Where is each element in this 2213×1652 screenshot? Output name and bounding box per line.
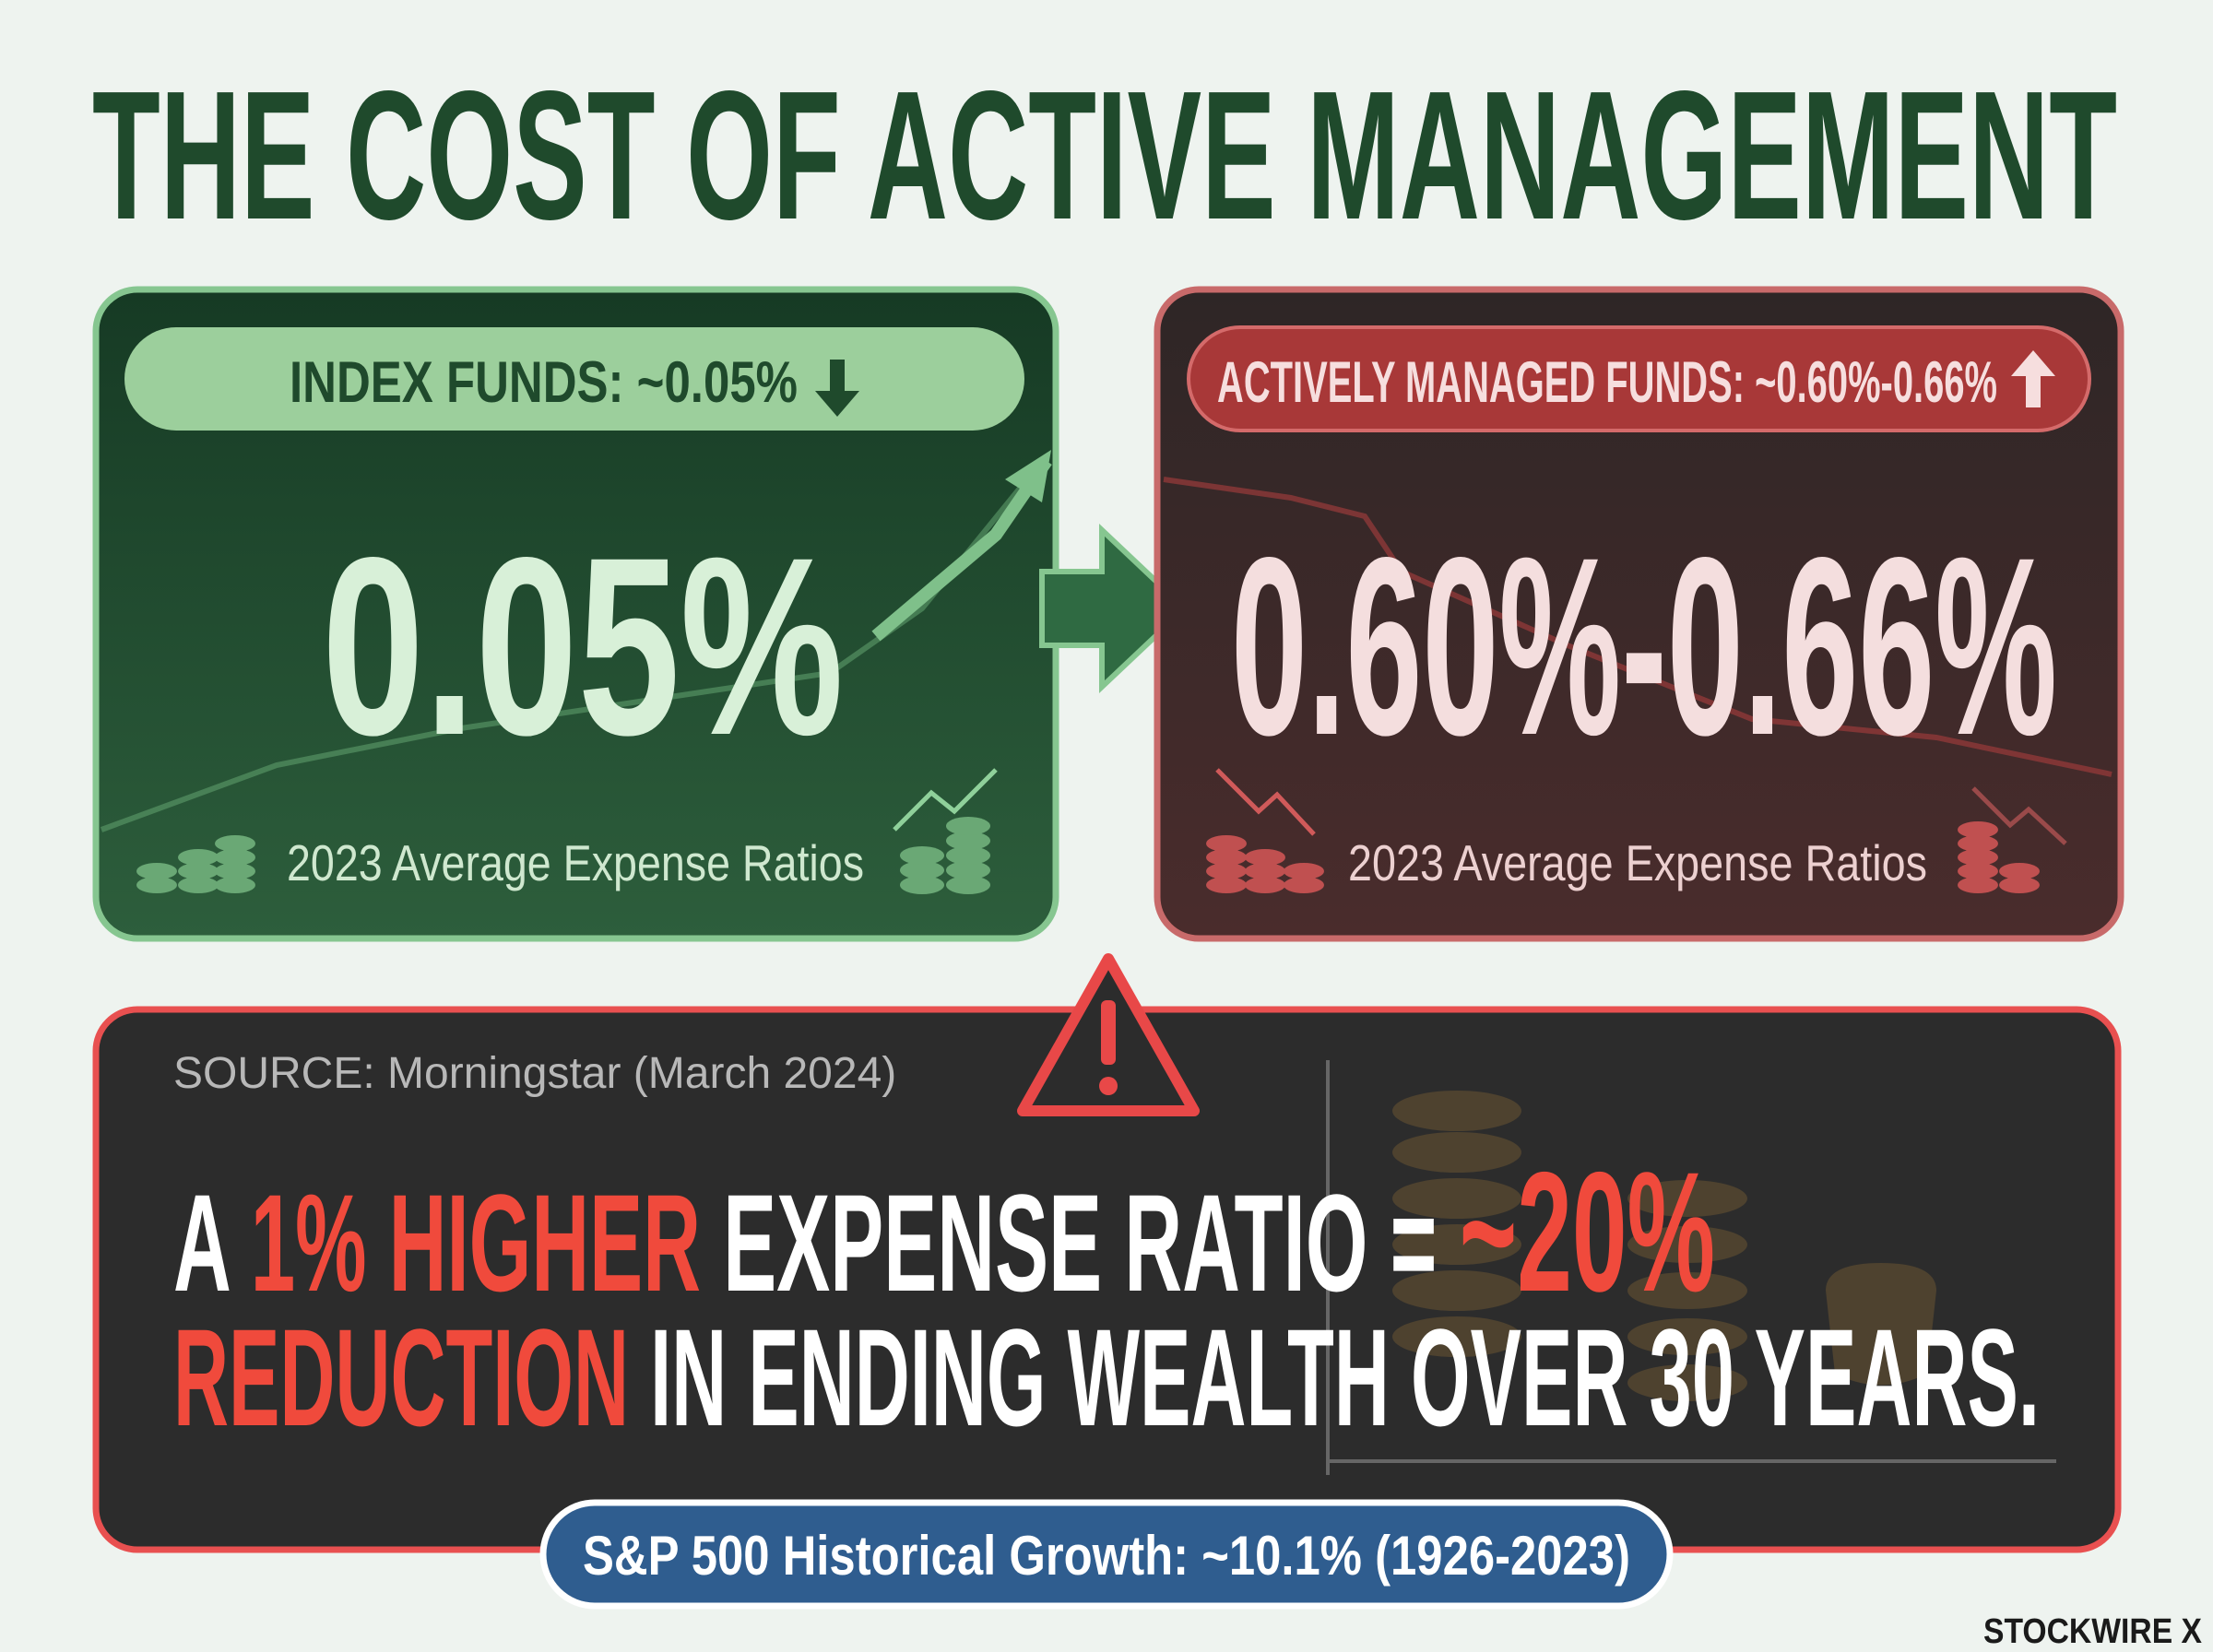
caption: 2023 Average Expense Ratios	[287, 834, 864, 891]
up-icon	[2011, 350, 2055, 407]
warning-dot	[1099, 1077, 1118, 1095]
big-value: 0.60%-0.66%	[1231, 505, 2057, 788]
caption: 2023 Average Expense Ratios	[1348, 834, 1927, 891]
mini-trend	[893, 768, 998, 832]
trend-arrow-head	[1005, 450, 1051, 502]
warning-mark	[1101, 1000, 1116, 1065]
title: THE COST OF ACTIVE MANAGEMENT	[92, 53, 2117, 258]
footer-pill	[539, 1499, 1674, 1610]
pill	[124, 327, 1024, 431]
statement-word: EXPENSE RATIO =	[723, 1165, 1437, 1320]
card-frame	[1154, 286, 2124, 942]
mini-trend	[1215, 768, 1316, 836]
coins-right	[1206, 821, 2040, 893]
footer-pill-text: S&P 500 Historical Growth: ~10.1% (1926-…	[583, 1525, 1630, 1587]
coins-left	[136, 817, 990, 894]
callout: SOURCE: Morningstar (March 2024) A 1% HI…	[92, 953, 2122, 1553]
mini-trend	[1971, 786, 2067, 845]
pill-text: INDEX FUNDS: ~0.05%	[290, 350, 798, 415]
statement-word: A	[173, 1165, 230, 1320]
statement-highlight: ~20%	[1460, 1138, 1715, 1328]
pill-text: ACTIVELY MANAGED FUNDS: ~0.60%-0.66%	[1217, 350, 1997, 415]
source: SOURCE: Morningstar (March 2024)	[173, 1049, 896, 1098]
connector-arrow	[1039, 524, 1189, 693]
statement-highlight: REDUCTION	[173, 1300, 629, 1455]
down-icon	[815, 360, 859, 417]
active-card: ACTIVELY MANAGED FUNDS: ~0.60%-0.66% 0.6…	[1154, 286, 2124, 942]
brand: STOCKWIRE X	[1983, 1612, 2203, 1651]
index-card: INDEX FUNDS: ~0.05% 0.05% 2023 Average E…	[92, 286, 1059, 942]
coin-stacks	[1392, 1091, 1936, 1401]
statement-highlight: 1% HIGHER	[251, 1165, 701, 1320]
big-value: 0.05%	[322, 505, 844, 788]
statement-line: REDUCTION IN ENDING WEALTH OVER 30 YEARS…	[173, 1300, 2040, 1455]
pill	[1187, 325, 2091, 432]
trend-line	[100, 459, 1045, 832]
trend-line	[1163, 477, 2112, 777]
statement-line: A 1% HIGHER EXPENSE RATIO = ~20%	[173, 1138, 1715, 1328]
statement-word: IN ENDING WEALTH OVER 30 YEARS.	[650, 1300, 2040, 1455]
